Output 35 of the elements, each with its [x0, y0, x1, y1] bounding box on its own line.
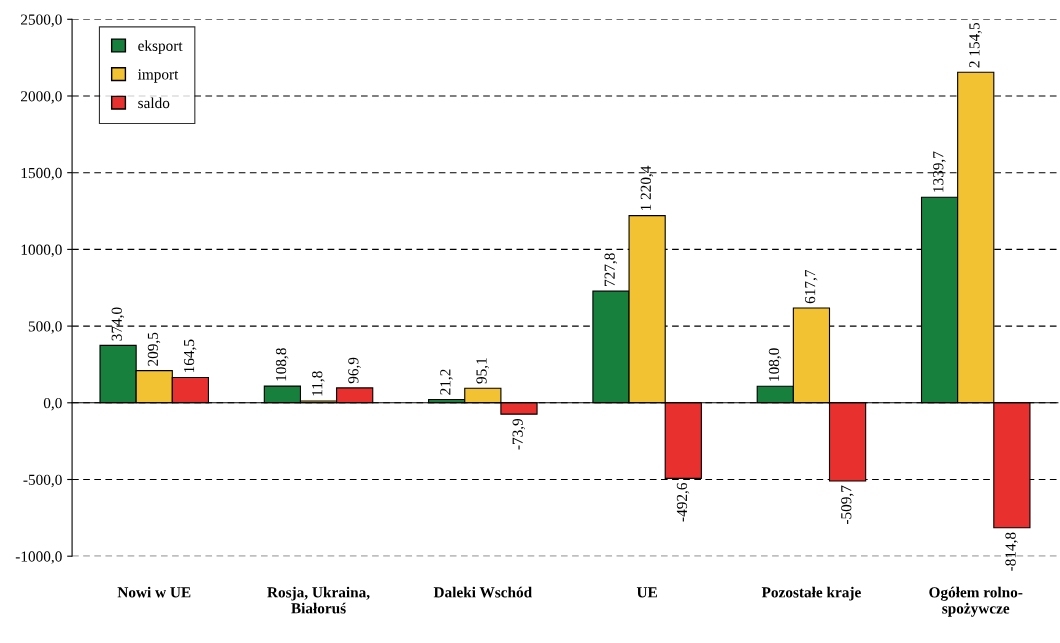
data-label: 11,8 — [312, 371, 325, 396]
y-tick-label: 1000,0 — [21, 244, 62, 258]
y-tick-label: -500,0 — [23, 474, 62, 488]
data-label: -73,9 — [512, 418, 525, 450]
legend-label: import — [137, 69, 179, 83]
data-label: 21,2 — [440, 369, 453, 395]
legend-label: eksport — [138, 40, 183, 55]
x-tick-label: UE — [636, 587, 657, 598]
x-tick-label: Rosja, Ukraina, Białoruś — [267, 586, 370, 614]
y-tick-label: 0,0 — [43, 397, 62, 411]
data-label: -814,8 — [1005, 532, 1018, 571]
x-tick-label: Daleki Wschód — [433, 586, 532, 598]
y-tick-label: 500,0 — [28, 321, 62, 334]
data-label: -509,7 — [841, 485, 854, 525]
data-label: 2 154,5 — [969, 22, 982, 68]
data-label: -492,6 — [676, 482, 690, 522]
data-label: 108,0 — [768, 348, 782, 381]
data-label: 727,8 — [604, 253, 618, 286]
x-tick-label: Nowi w UE — [117, 586, 191, 598]
x-tick-label: Pozostałe kraje — [761, 586, 861, 601]
data-label: 374,0 — [111, 307, 125, 341]
data-label: 95,1 — [476, 358, 489, 384]
data-label: 164,5 — [183, 339, 197, 373]
y-tick-label: 1500,0 — [21, 167, 62, 181]
data-label: 209,5 — [147, 332, 161, 366]
data-label: 617,7 — [804, 269, 818, 304]
data-label: 1339,7 — [933, 151, 946, 192]
x-tick-label: Ogółem rolno- spożywcze — [929, 586, 1023, 617]
data-label: 96,9 — [348, 357, 361, 384]
legend-label: saldo — [138, 97, 170, 109]
data-label: 1 220,4 — [640, 165, 654, 211]
y-tick-label: 2000,0 — [21, 91, 62, 104]
y-tick-label: 2500,0 — [21, 14, 62, 27]
y-tick-label: -1000,0 — [15, 551, 62, 564]
data-label: 108,8 — [275, 348, 289, 381]
